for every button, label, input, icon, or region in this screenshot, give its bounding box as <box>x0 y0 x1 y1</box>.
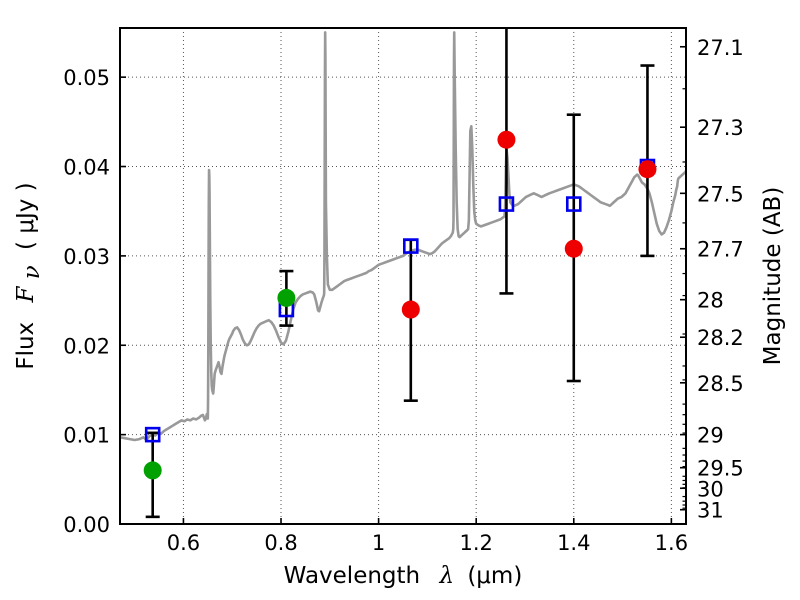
axes-frame <box>119 27 687 525</box>
ylabel-right-text: Magnitude (AB) <box>760 187 786 366</box>
y-tick-label-right: 28.5 <box>697 372 744 396</box>
x-tick-label: 0.8 <box>264 531 297 555</box>
model-spectrum-line <box>120 31 686 442</box>
x-tick-label: 0.6 <box>167 531 200 555</box>
observed-photometry-point <box>401 300 420 319</box>
axes-background <box>120 28 686 524</box>
observed-photometry-point <box>143 461 162 480</box>
xlabel-prefix: Wavelength <box>284 563 420 589</box>
model-photometry-square <box>144 426 161 443</box>
observed-photometry-point <box>564 239 583 258</box>
ylabel-left-symbol: F <box>13 286 39 304</box>
y-tick-label-right: 29.5 <box>697 457 744 481</box>
y-axis-left-ticks: 0.00 0.01 0.02 0.03 0.04 0.05 <box>63 66 126 537</box>
y-axis-left-title: Flux F ν ( μJy ) <box>13 182 45 369</box>
x-tick-label: 1.6 <box>655 531 688 555</box>
ylabel-left-prefix: Flux <box>13 322 39 370</box>
y-tick-label-left: 0.03 <box>63 245 110 269</box>
y-tick-label-left: 0.04 <box>63 156 110 180</box>
xlabel-lambda: λ <box>438 563 454 589</box>
y-tick-label-right: 27.7 <box>697 238 744 262</box>
x-tick-label: 1.2 <box>459 531 492 555</box>
y-tick-label-right: 27.5 <box>697 182 744 206</box>
y-tick-label-right: 27.3 <box>697 116 744 140</box>
observed-photometry-point <box>277 288 296 307</box>
y-tick-label-left: 0.05 <box>63 66 110 90</box>
ylabel-left-unit: ( μJy ) <box>13 182 39 250</box>
model-photometry-square <box>498 196 515 212</box>
y-tick-label-right: 27.1 <box>697 36 744 60</box>
error-bar <box>499 28 514 295</box>
observed-photometry-point <box>497 130 516 149</box>
y-tick-label-right: 31 <box>697 499 724 523</box>
x-tick-label: 1.4 <box>557 531 590 555</box>
y-tick-label-right: 28.2 <box>697 326 744 350</box>
x-tick-label: 1 <box>372 531 385 555</box>
observed-photometry-point <box>638 160 657 179</box>
y-axis-right-title: Magnitude (AB) <box>760 187 786 366</box>
xlabel-unit: (μm) <box>467 563 522 589</box>
y-tick-label-left: 0.00 <box>63 513 110 537</box>
svg-text:Wavelength λ (: Wavelength λ (μm) <box>284 563 523 589</box>
y-tick-label-left: 0.02 <box>63 334 110 358</box>
y-tick-label-right: 28 <box>697 289 724 313</box>
observed-photometry-markers <box>143 130 657 480</box>
model-photometry-square <box>403 238 419 254</box>
ylabel-left-sub: ν <box>19 265 45 279</box>
svg-text:Flux F ν: Flux F ν ( μJy ) <box>13 182 45 369</box>
model-photometry-square <box>565 196 582 212</box>
y-tick-label-right: 29 <box>697 424 724 448</box>
x-axis-ticks: 0.6 0.8 1 1.2 1.4 1.6 <box>167 518 688 555</box>
y-tick-label-left: 0.01 <box>63 424 110 448</box>
y-tick-label-right: 30 <box>697 477 724 501</box>
x-axis-title: Wavelength λ (μm) <box>284 563 523 589</box>
